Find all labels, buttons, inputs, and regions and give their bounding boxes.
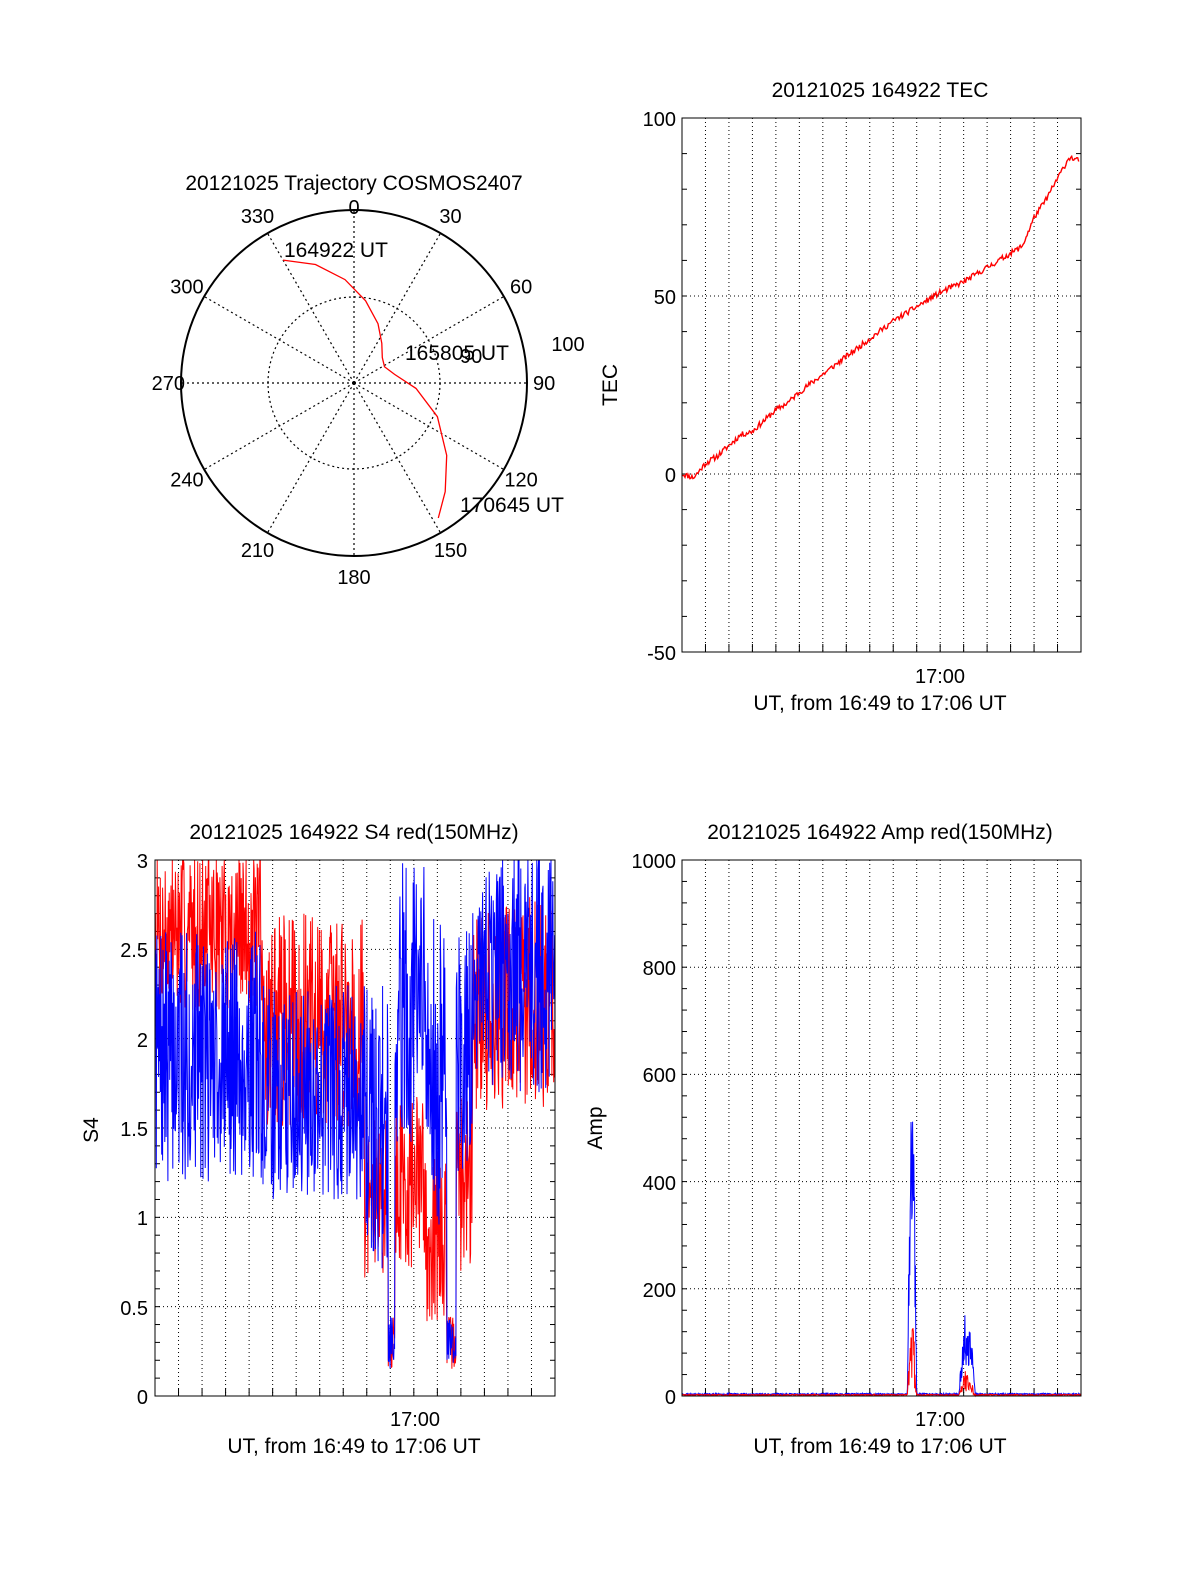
s4-x-tick-1700: 17:00 [390, 1409, 440, 1431]
polar-spoke [353, 295, 505, 384]
amp-y-tick-400: 400 [643, 1173, 676, 1195]
amp-y-tick-800: 800 [643, 958, 676, 980]
s4-panel: 20121025 164922 S4 red(150MHz) 3 2.5 2 1… [80, 821, 556, 1458]
polar-spoke [266, 232, 355, 384]
trajectory-title: 20121025 Trajectory COSMOS2407 [185, 172, 522, 195]
polar-spoke [353, 382, 442, 534]
tec-grid [682, 118, 1081, 652]
s4-y-tick-0: 0 [137, 1387, 148, 1409]
tec-panel: 20121025 164922 TEC 100 50 0 -50 17:00 U… [599, 79, 1082, 715]
s4-x-axis-label: UT, from 16:49 to 17:06 UT [227, 1435, 480, 1458]
s4-title: 20121025 164922 S4 red(150MHz) [189, 821, 518, 844]
s4-y-tick-3: 3 [137, 851, 148, 873]
polar-angle-label: 180 [337, 567, 370, 589]
tec-ticks [682, 153, 1081, 652]
ring-label-100: 100 [551, 334, 584, 356]
polar-angle-label: 240 [170, 470, 203, 492]
amp-panel: 20121025 164922 Amp red(150MHz) 1000 800… [584, 821, 1082, 1458]
tec-plot-frame [681, 117, 1082, 653]
ring-label-90: 90 [460, 346, 482, 368]
amp-y-axis-label: Amp [584, 1106, 607, 1149]
polar-angle-label: 90 [533, 373, 555, 395]
track-end-label: 170645 UT [460, 494, 564, 517]
tec-y-tick-50: 50 [654, 287, 676, 309]
tec-title: 20121025 164922 TEC [772, 79, 989, 102]
track-start-label: 164922 UT [284, 239, 388, 262]
tec-series-line [681, 154, 1080, 480]
amp-y-tick-1000: 1000 [632, 851, 677, 873]
polar-angle-label: 300 [170, 277, 203, 299]
amp-y-tick-600: 600 [643, 1065, 676, 1087]
tec-y-tick-100: 100 [643, 109, 676, 131]
amp-red-series [681, 1327, 1082, 1398]
s4-y-axis-label: S4 [80, 1117, 103, 1143]
polar-angle-labels: 0 30 60 90 120 150 180 210 240 270 300 330 [152, 197, 556, 589]
s4-y-tick-1: 1 [137, 1208, 148, 1230]
polar-spoke [353, 232, 442, 384]
polar-angle-label: 150 [434, 540, 467, 562]
amp-grid [682, 860, 1081, 1396]
s4-plot-frame [154, 859, 556, 1397]
polar-angle-label: 30 [439, 206, 461, 228]
s4-y-tick-2p5: 2.5 [120, 940, 148, 962]
polar-spoke [203, 295, 355, 384]
s4-y-tick-1p5: 1.5 [120, 1119, 148, 1141]
tec-y-axis-label: TEC [599, 364, 622, 406]
amp-x-axis-label: UT, from 16:49 to 17:06 UT [753, 1435, 1006, 1458]
amp-blue-series [681, 1121, 1082, 1397]
amp-y-tick-0: 0 [665, 1387, 676, 1409]
polar-angle-label: 330 [241, 206, 274, 228]
polar-grid [181, 210, 527, 556]
amp-title: 20121025 164922 Amp red(150MHz) [707, 821, 1053, 844]
amp-ticks [682, 880, 1081, 1396]
s4-blue-series [154, 859, 556, 1369]
amp-x-tick-1700: 17:00 [915, 1409, 965, 1431]
polar-angle-label: 120 [504, 470, 537, 492]
amp-y-tick-200: 200 [643, 1280, 676, 1302]
s4-y-tick-2: 2 [137, 1030, 148, 1052]
polar-spoke [203, 382, 355, 471]
amp-plot-frame [681, 859, 1082, 1397]
trajectory-track [283, 259, 448, 519]
tec-x-axis-label: UT, from 16:49 to 17:06 UT [753, 692, 1006, 715]
polar-angle-label: 60 [510, 277, 532, 299]
track-mid-label: 165805 UT [405, 342, 509, 365]
polar-spoke [266, 382, 355, 534]
polar-outer-ring [180, 209, 528, 557]
trajectory-panel: 20121025 Trajectory COSMOS2407 0 30 60 90 12… [152, 172, 585, 589]
s4-y-tick-0p5: 0.5 [120, 1298, 148, 1320]
tec-y-tick-minus50: -50 [647, 643, 676, 665]
polar-angle-label: 0 [348, 197, 359, 219]
tec-y-tick-0: 0 [665, 465, 676, 487]
polar-angle-label: 270 [152, 373, 185, 395]
polar-angle-label: 210 [241, 540, 274, 562]
tec-x-tick-1700: 17:00 [915, 666, 965, 688]
polar-spoke [353, 382, 505, 471]
